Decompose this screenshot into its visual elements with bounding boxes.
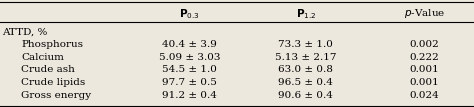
Text: 0.024: 0.024 <box>410 91 439 100</box>
Text: 0.002: 0.002 <box>410 40 439 49</box>
Text: 96.5 ± 0.4: 96.5 ± 0.4 <box>278 78 333 87</box>
Text: Gross energy: Gross energy <box>21 91 91 100</box>
Text: 0.222: 0.222 <box>410 53 439 62</box>
Text: 97.7 ± 0.5: 97.7 ± 0.5 <box>162 78 217 87</box>
Text: $\mathbf{P}_{1.2}$: $\mathbf{P}_{1.2}$ <box>296 7 316 21</box>
Text: 73.3 ± 1.0: 73.3 ± 1.0 <box>278 40 333 49</box>
Text: 0.001: 0.001 <box>410 65 439 74</box>
Text: Calcium: Calcium <box>21 53 64 62</box>
Text: 40.4 ± 3.9: 40.4 ± 3.9 <box>162 40 217 49</box>
Text: Crude lipids: Crude lipids <box>21 78 86 87</box>
Text: 5.13 ± 2.17: 5.13 ± 2.17 <box>275 53 337 62</box>
Text: Phosphorus: Phosphorus <box>21 40 83 49</box>
Text: 63.0 ± 0.8: 63.0 ± 0.8 <box>278 65 333 74</box>
Text: $\it{p}$-Value: $\it{p}$-Value <box>403 7 445 20</box>
Text: 90.6 ± 0.4: 90.6 ± 0.4 <box>278 91 333 100</box>
Text: 91.2 ± 0.4: 91.2 ± 0.4 <box>162 91 217 100</box>
Text: $\mathbf{P}_{0.3}$: $\mathbf{P}_{0.3}$ <box>179 7 200 21</box>
Text: 54.5 ± 1.0: 54.5 ± 1.0 <box>162 65 217 74</box>
Text: 0.001: 0.001 <box>410 78 439 87</box>
Text: ATTD, %: ATTD, % <box>2 28 48 37</box>
Text: 5.09 ± 3.03: 5.09 ± 3.03 <box>159 53 220 62</box>
Text: Crude ash: Crude ash <box>21 65 75 74</box>
